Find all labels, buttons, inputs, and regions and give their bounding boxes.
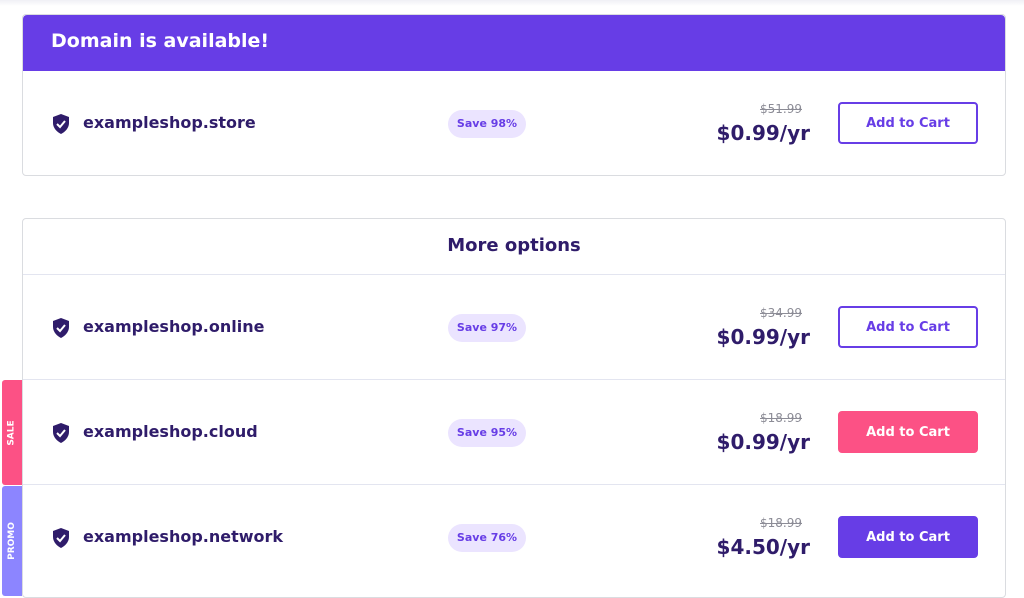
domain-name: exampleshop.cloud [83, 422, 258, 441]
add-to-cart-button[interactable]: Add to Cart [838, 516, 978, 558]
promo-ribbon: PROMO [2, 486, 22, 596]
available-domain-card: Domain is available! exampleshop.store S… [22, 14, 1006, 176]
old-price: $51.99 [760, 102, 802, 116]
add-to-cart-button[interactable]: Add to Cart [838, 102, 978, 144]
sale-ribbon-label: SALE [7, 419, 17, 446]
save-badge: Save 76% [448, 524, 526, 552]
price: $0.99/yr [716, 430, 810, 454]
save-badge: Save 95% [448, 419, 526, 447]
save-badge: Save 97% [448, 314, 526, 342]
domain-name: exampleshop.store [83, 113, 256, 132]
shield-check-icon [53, 423, 69, 443]
promo-ribbon-label: PROMO [7, 522, 18, 560]
old-price: $34.99 [760, 306, 802, 320]
more-options-title: More options [23, 219, 1005, 275]
price: $0.99/yr [716, 325, 810, 349]
domain-row: exampleshop.cloud Save 95% $18.99 $0.99/… [23, 380, 1005, 485]
add-to-cart-button[interactable]: Add to Cart [838, 411, 978, 453]
price: $0.99/yr [716, 121, 810, 145]
top-shadow [0, 0, 1024, 6]
shield-check-icon [53, 114, 69, 134]
save-badge: Save 98% [448, 110, 526, 138]
available-title: Domain is available! [23, 15, 1005, 71]
domain-name: exampleshop.network [83, 527, 284, 546]
domain-row: exampleshop.store Save 98% $51.99 $0.99/… [23, 71, 1005, 176]
sale-ribbon: SALE [2, 380, 22, 485]
old-price: $18.99 [760, 411, 802, 425]
old-price: $18.99 [760, 516, 802, 530]
shield-check-icon [53, 528, 69, 548]
domain-row: exampleshop.online Save 97% $34.99 $0.99… [23, 275, 1005, 380]
domain-row: exampleshop.network Save 76% $18.99 $4.5… [23, 485, 1005, 590]
domain-name: exampleshop.online [83, 317, 265, 336]
price: $4.50/yr [716, 535, 810, 559]
more-options-card: More options exampleshop.online Save 97%… [22, 218, 1006, 598]
shield-check-icon [53, 318, 69, 338]
add-to-cart-button[interactable]: Add to Cart [838, 306, 978, 348]
